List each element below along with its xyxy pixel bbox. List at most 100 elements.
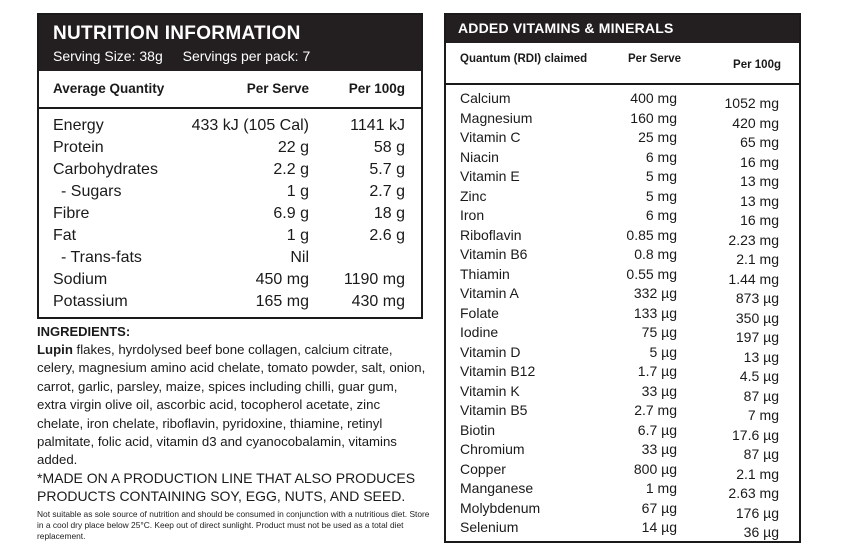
per-100g-value: 350 µg xyxy=(735,309,779,326)
per-100g-value: 1052 mg xyxy=(724,95,779,111)
nutrient-name: Vitamin C xyxy=(460,129,521,145)
nutrient-name: Vitamin K xyxy=(460,382,520,399)
col-quantum: Quantum (RDI) claimed xyxy=(460,53,588,65)
nutrient-name: Magnesium xyxy=(460,109,533,126)
ingredients-title: INGREDIENTS: xyxy=(37,324,131,339)
per-100g-value: 2.1 mg xyxy=(736,251,779,267)
per-serve-value: 0.85 mg xyxy=(626,226,677,243)
nutrient-name: Vitamin E xyxy=(460,168,520,184)
nutrition-header: NUTRITION INFORMATION Serving Size: 38g … xyxy=(39,15,421,71)
per-serve-value: 6 mg xyxy=(645,207,677,223)
per-serve-value: 1 g xyxy=(286,227,309,244)
ingredients-body: flakes, hyrdolysed beef bone collagen, c… xyxy=(37,342,426,468)
table-row: Niacin 6 mg 16 mg xyxy=(446,148,799,170)
per-100g-value: 7 mg xyxy=(747,407,779,423)
per-100g-value: 197 µg xyxy=(735,329,779,345)
per-serve-value: 6 mg xyxy=(645,148,677,165)
table-row: - Sugars 1 g 2.7 g xyxy=(39,181,421,203)
table-row: Protein 22 g 58 g xyxy=(39,137,421,159)
per-100g-value: 16 mg xyxy=(740,153,779,170)
serving-size: Serving Size: 38g xyxy=(53,48,163,64)
nutrient-name: Niacin xyxy=(460,148,499,165)
per-serve-value: 800 µg xyxy=(633,460,677,477)
table-row: Folate 133 µg 350 µg xyxy=(446,304,799,326)
table-row: Vitamin C 25 mg 65 mg xyxy=(446,128,799,150)
per-100g-value: 430 mg xyxy=(351,293,405,310)
per-serve-value: 165 mg xyxy=(255,293,309,310)
table-row: Potassium 165 mg 430 mg xyxy=(39,291,421,313)
per-serve-value: 2.7 mg xyxy=(634,402,677,418)
per-100g-value: 17.6 µg xyxy=(732,426,779,443)
table-row: Vitamin B6 0.8 mg 2.1 mg xyxy=(446,245,799,267)
table-row: Copper 800 µg 2.1 mg xyxy=(446,460,799,482)
per-100g-value: 1141 kJ xyxy=(350,117,405,134)
nutrient-name: Carbohydrates xyxy=(53,161,158,178)
nutrient-name: Protein xyxy=(53,139,104,156)
nutrient-name: Vitamin B12 xyxy=(460,363,536,379)
col-average-quantity: Average Quantity xyxy=(53,81,165,96)
nutrient-name: Biotin xyxy=(460,421,496,438)
col-per-serve: Per Serve xyxy=(246,81,309,96)
table-row: Carbohydrates 2.2 g 5.7 g xyxy=(39,159,421,181)
per-100g-value: 58 g xyxy=(373,139,405,156)
nutrient-name: Vitamin A xyxy=(460,285,519,301)
nutrient-name: Riboflavin xyxy=(460,226,522,243)
nutrient-name: Vitamin B5 xyxy=(460,402,528,418)
table-row: Fibre 6.9 g 18 g xyxy=(39,203,421,225)
col-per-100g: Per 100g xyxy=(733,59,781,71)
nutrient-name: Potassium xyxy=(53,293,128,310)
table-row: Riboflavin 0.85 mg 2.23 mg xyxy=(446,226,799,248)
nutrient-name: Copper xyxy=(460,460,506,477)
table-row: Biotin 6.7 µg 17.6 µg xyxy=(446,421,799,443)
nutrient-name: Fibre xyxy=(53,205,90,222)
per-serve-value: 433 kJ (105 Cal) xyxy=(191,117,309,134)
vitamins-rows: Calcium 400 mg 1052 mg Magnesium 160 mg 420 m… xyxy=(446,85,799,540)
table-row: Selenium 14 µg 36 µg xyxy=(446,518,799,540)
table-row: Iron 6 mg 16 mg xyxy=(446,206,799,228)
per-serve-value: 450 mg xyxy=(255,271,309,288)
table-row: Vitamin B12 1.7 µg 4.5 µg xyxy=(446,362,799,384)
per-serve-value: 5 µg xyxy=(649,343,677,360)
per-serve-value: 133 µg xyxy=(633,304,677,321)
nutrient-name: Calcium xyxy=(460,90,511,106)
ingredients-text: Lupin flakes, hyrdolysed beef bone colla… xyxy=(37,341,427,470)
servings-per-pack: Servings per pack: 7 xyxy=(182,48,311,64)
nutrient-name: Fat xyxy=(53,227,77,244)
per-serve-value: 2.2 g xyxy=(273,161,309,178)
table-row: Fat 1 g 2.6 g xyxy=(39,225,421,247)
per-100g-value: 2.1 mg xyxy=(736,465,779,482)
per-serve-value: 5 mg xyxy=(645,187,677,204)
per-100g-value: 13 µg xyxy=(743,348,779,365)
nutrient-name: Molybdenum xyxy=(460,499,541,516)
ingredients-lead: Lupin xyxy=(37,342,73,357)
per-serve-value: 400 mg xyxy=(630,90,677,106)
per-serve-value: 1 g xyxy=(286,183,309,200)
table-row: Magnesium 160 mg 420 mg xyxy=(446,109,799,131)
per-serve-value: 6.7 µg xyxy=(637,421,677,438)
allergen-warning: *MADE ON A PRODUCTION LINE THAT ALSO PRO… xyxy=(37,470,416,504)
per-serve-value: 1.7 µg xyxy=(637,363,677,379)
vitamins-column-headers: Quantum (RDI) claimed Per Serve Per 100g xyxy=(446,43,799,85)
per-serve-value: 6.9 g xyxy=(273,205,309,222)
nutrition-panel: NUTRITION INFORMATION Serving Size: 38g … xyxy=(37,13,423,319)
per-100g-value: 13 mg xyxy=(740,173,779,189)
nutrient-name: Vitamin D xyxy=(460,343,521,360)
per-100g-value: 16 mg xyxy=(740,212,779,228)
per-100g-value: 18 g xyxy=(373,205,405,222)
fine-print: Not suitable as sole source of nutrition… xyxy=(37,509,430,542)
table-row: Vitamin E 5 mg 13 mg xyxy=(446,167,799,189)
per-100g-value: 87 µg xyxy=(743,387,779,404)
per-serve-value: 22 g xyxy=(277,139,309,156)
nutrient-name: Energy xyxy=(53,117,104,134)
nutrient-name: Selenium xyxy=(460,519,519,535)
vitamins-title: ADDED VITAMINS & MINERALS xyxy=(446,15,799,43)
per-serve-value: 160 mg xyxy=(630,109,677,126)
col-per-100g: Per 100g xyxy=(348,81,405,96)
nutrient-name: Iodine xyxy=(460,324,499,340)
vitamins-panel: ADDED VITAMINS & MINERALS Quantum (RDI) … xyxy=(444,13,801,543)
nutrient-name: Manganese xyxy=(460,480,534,496)
table-row: Iodine 75 µg 197 µg xyxy=(446,323,799,345)
per-serve-value: 0.55 mg xyxy=(626,265,677,282)
per-100g-value: 873 µg xyxy=(735,290,779,306)
per-serve-value: 332 µg xyxy=(633,285,677,301)
